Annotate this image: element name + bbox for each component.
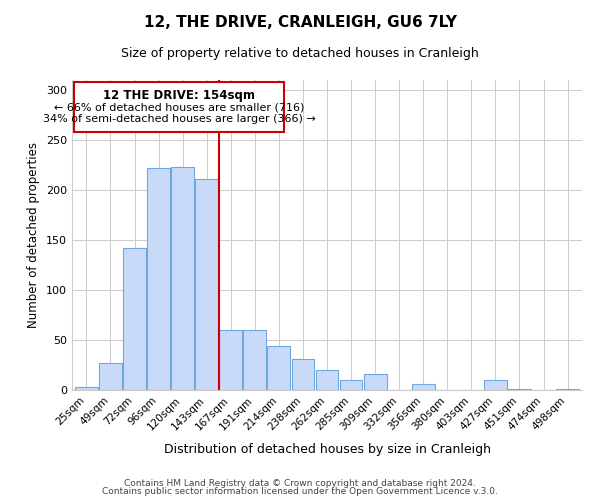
- Bar: [316, 370, 338, 390]
- Text: Contains public sector information licensed under the Open Government Licence v.: Contains public sector information licen…: [102, 487, 498, 496]
- Bar: [99, 363, 122, 390]
- Text: 12 THE DRIVE: 154sqm: 12 THE DRIVE: 154sqm: [103, 89, 255, 102]
- Text: Contains HM Land Registry data © Crown copyright and database right 2024.: Contains HM Land Registry data © Crown c…: [124, 478, 476, 488]
- Text: 12, THE DRIVE, CRANLEIGH, GU6 7LY: 12, THE DRIVE, CRANLEIGH, GU6 7LY: [143, 15, 457, 30]
- Bar: [123, 248, 146, 390]
- Bar: [268, 346, 290, 390]
- Bar: [508, 389, 531, 390]
- Y-axis label: Number of detached properties: Number of detached properties: [28, 142, 40, 328]
- FancyBboxPatch shape: [74, 82, 284, 132]
- Bar: [364, 374, 386, 390]
- Bar: [244, 330, 266, 390]
- Bar: [412, 384, 434, 390]
- Bar: [195, 179, 218, 390]
- Bar: [147, 168, 170, 390]
- Text: Size of property relative to detached houses in Cranleigh: Size of property relative to detached ho…: [121, 48, 479, 60]
- Text: ← 66% of detached houses are smaller (716): ← 66% of detached houses are smaller (71…: [54, 102, 304, 112]
- Bar: [171, 167, 194, 390]
- Bar: [556, 389, 579, 390]
- Bar: [220, 330, 242, 390]
- Bar: [340, 380, 362, 390]
- Bar: [484, 380, 507, 390]
- Bar: [292, 359, 314, 390]
- Bar: [75, 387, 98, 390]
- X-axis label: Distribution of detached houses by size in Cranleigh: Distribution of detached houses by size …: [163, 443, 491, 456]
- Text: 34% of semi-detached houses are larger (366) →: 34% of semi-detached houses are larger (…: [43, 114, 316, 124]
